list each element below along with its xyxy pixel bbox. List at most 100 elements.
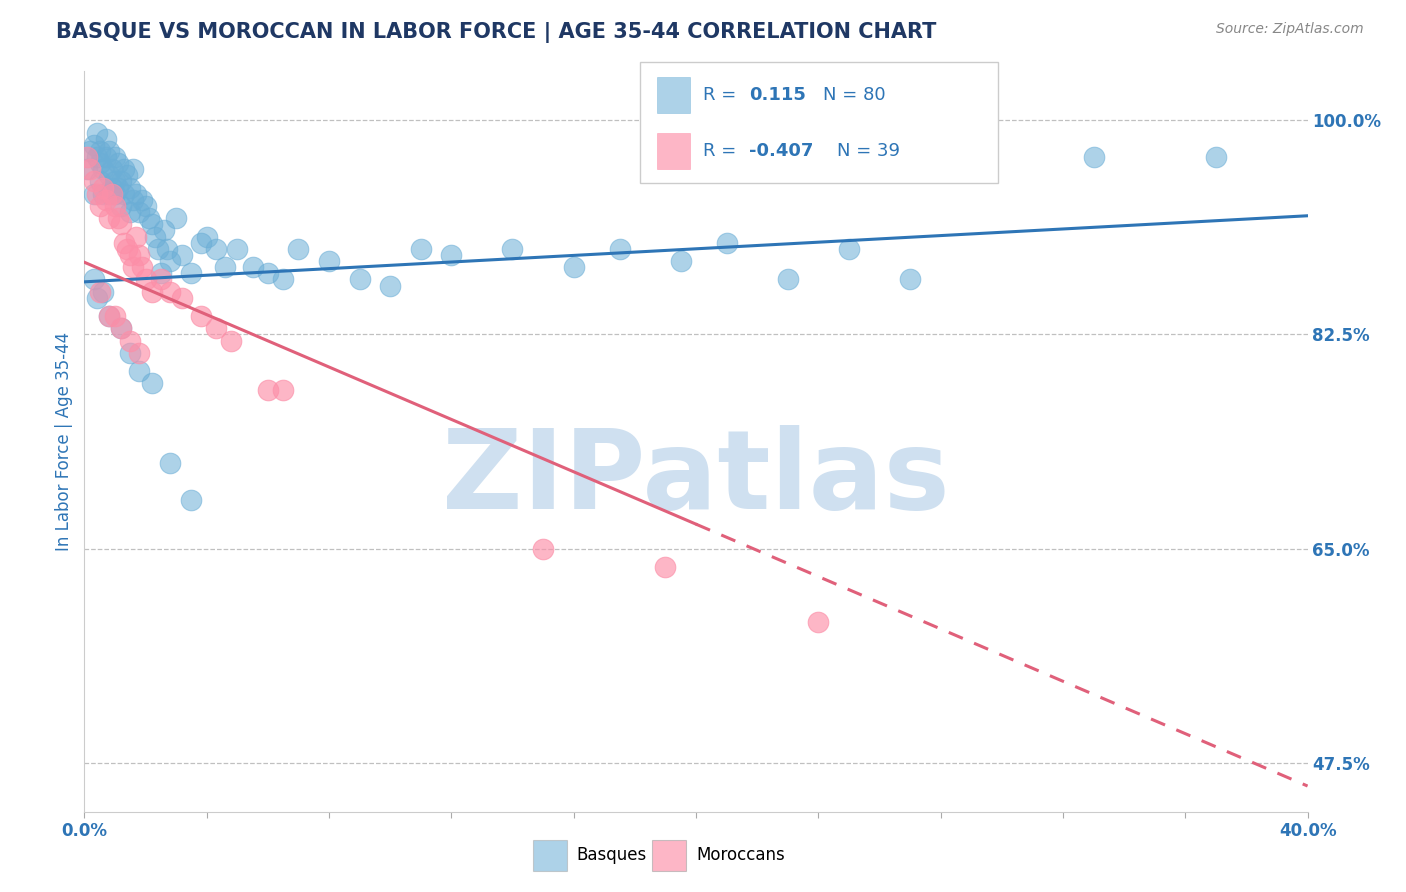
Point [97, 309, 120, 323]
Point [502, 242, 524, 256]
Text: Source: ZipAtlas.com: Source: ZipAtlas.com [1216, 22, 1364, 37]
Point [214, 260, 236, 275]
Point [609, 242, 631, 256]
Point [86, 186, 108, 201]
Point [112, 162, 135, 177]
Point [91, 285, 114, 299]
Point [205, 321, 228, 335]
Point [86, 126, 108, 140]
Point [104, 199, 127, 213]
Point [86, 150, 108, 164]
Point [115, 169, 138, 183]
Point [165, 211, 187, 226]
Point [89, 174, 111, 188]
Point [838, 242, 860, 256]
Text: Moroccans: Moroccans [696, 847, 785, 864]
Point [257, 383, 280, 397]
Point [101, 186, 124, 201]
Point [141, 217, 163, 231]
Point [107, 211, 129, 226]
Point [91, 162, 114, 177]
Point [172, 248, 194, 262]
Point [104, 309, 127, 323]
Point [128, 248, 150, 262]
Point [349, 272, 371, 286]
Point [89, 285, 111, 299]
Point [440, 248, 463, 262]
Point [76, 162, 98, 177]
Point [94, 193, 117, 207]
Point [153, 223, 176, 237]
Point [271, 272, 294, 286]
Point [159, 254, 181, 268]
Text: BASQUE VS MOROCCAN IN LABOR FORCE | AGE 35-44 CORRELATION CHART: BASQUE VS MOROCCAN IN LABOR FORCE | AGE … [56, 22, 936, 44]
Point [1205, 150, 1227, 164]
Point [94, 131, 117, 145]
Point [115, 242, 138, 256]
Point [89, 144, 111, 158]
Point [146, 242, 169, 256]
Point [219, 334, 242, 348]
Point [318, 254, 340, 268]
Point [226, 242, 249, 256]
Point [141, 376, 163, 391]
Point [107, 180, 129, 194]
Point [120, 205, 142, 219]
Point [122, 162, 145, 177]
Point [97, 309, 120, 323]
Point [172, 291, 194, 305]
Point [135, 272, 157, 286]
Point [125, 229, 148, 244]
Point [125, 186, 148, 201]
Point [131, 193, 153, 207]
Point [112, 235, 135, 250]
Point [110, 321, 132, 335]
Point [654, 560, 676, 574]
Point [1083, 150, 1105, 164]
Point [135, 199, 157, 213]
Point [159, 285, 181, 299]
Point [287, 242, 309, 256]
Point [149, 272, 172, 286]
Point [79, 162, 101, 177]
Point [143, 229, 166, 244]
Point [112, 186, 135, 201]
Text: 0.115: 0.115 [749, 86, 806, 104]
Point [131, 260, 153, 275]
Text: N = 80: N = 80 [823, 86, 886, 104]
Point [101, 180, 124, 194]
Text: ZIPatlas: ZIPatlas [441, 425, 950, 532]
Point [91, 186, 114, 201]
Text: R =: R = [703, 86, 737, 104]
Point [120, 346, 142, 360]
Text: -0.407: -0.407 [749, 142, 814, 160]
Point [257, 266, 280, 280]
Point [716, 235, 738, 250]
Point [141, 285, 163, 299]
Point [83, 174, 105, 188]
Point [138, 211, 160, 226]
Point [776, 272, 799, 286]
Point [97, 144, 120, 158]
Point [271, 383, 294, 397]
Y-axis label: In Labor Force | Age 35-44: In Labor Force | Age 35-44 [55, 332, 73, 551]
Point [101, 162, 124, 177]
Point [89, 199, 111, 213]
Point [807, 615, 830, 629]
Point [120, 248, 142, 262]
Point [94, 150, 117, 164]
Point [991, 841, 1014, 855]
Point [242, 260, 264, 275]
Point [531, 541, 554, 556]
Point [79, 144, 101, 158]
Point [104, 186, 127, 201]
Point [128, 346, 150, 360]
Point [83, 137, 105, 152]
Point [562, 260, 585, 275]
Text: Basques: Basques [576, 847, 647, 864]
Point [195, 229, 218, 244]
Text: N = 39: N = 39 [837, 142, 900, 160]
Point [120, 180, 142, 194]
Point [190, 309, 212, 323]
Point [128, 205, 150, 219]
